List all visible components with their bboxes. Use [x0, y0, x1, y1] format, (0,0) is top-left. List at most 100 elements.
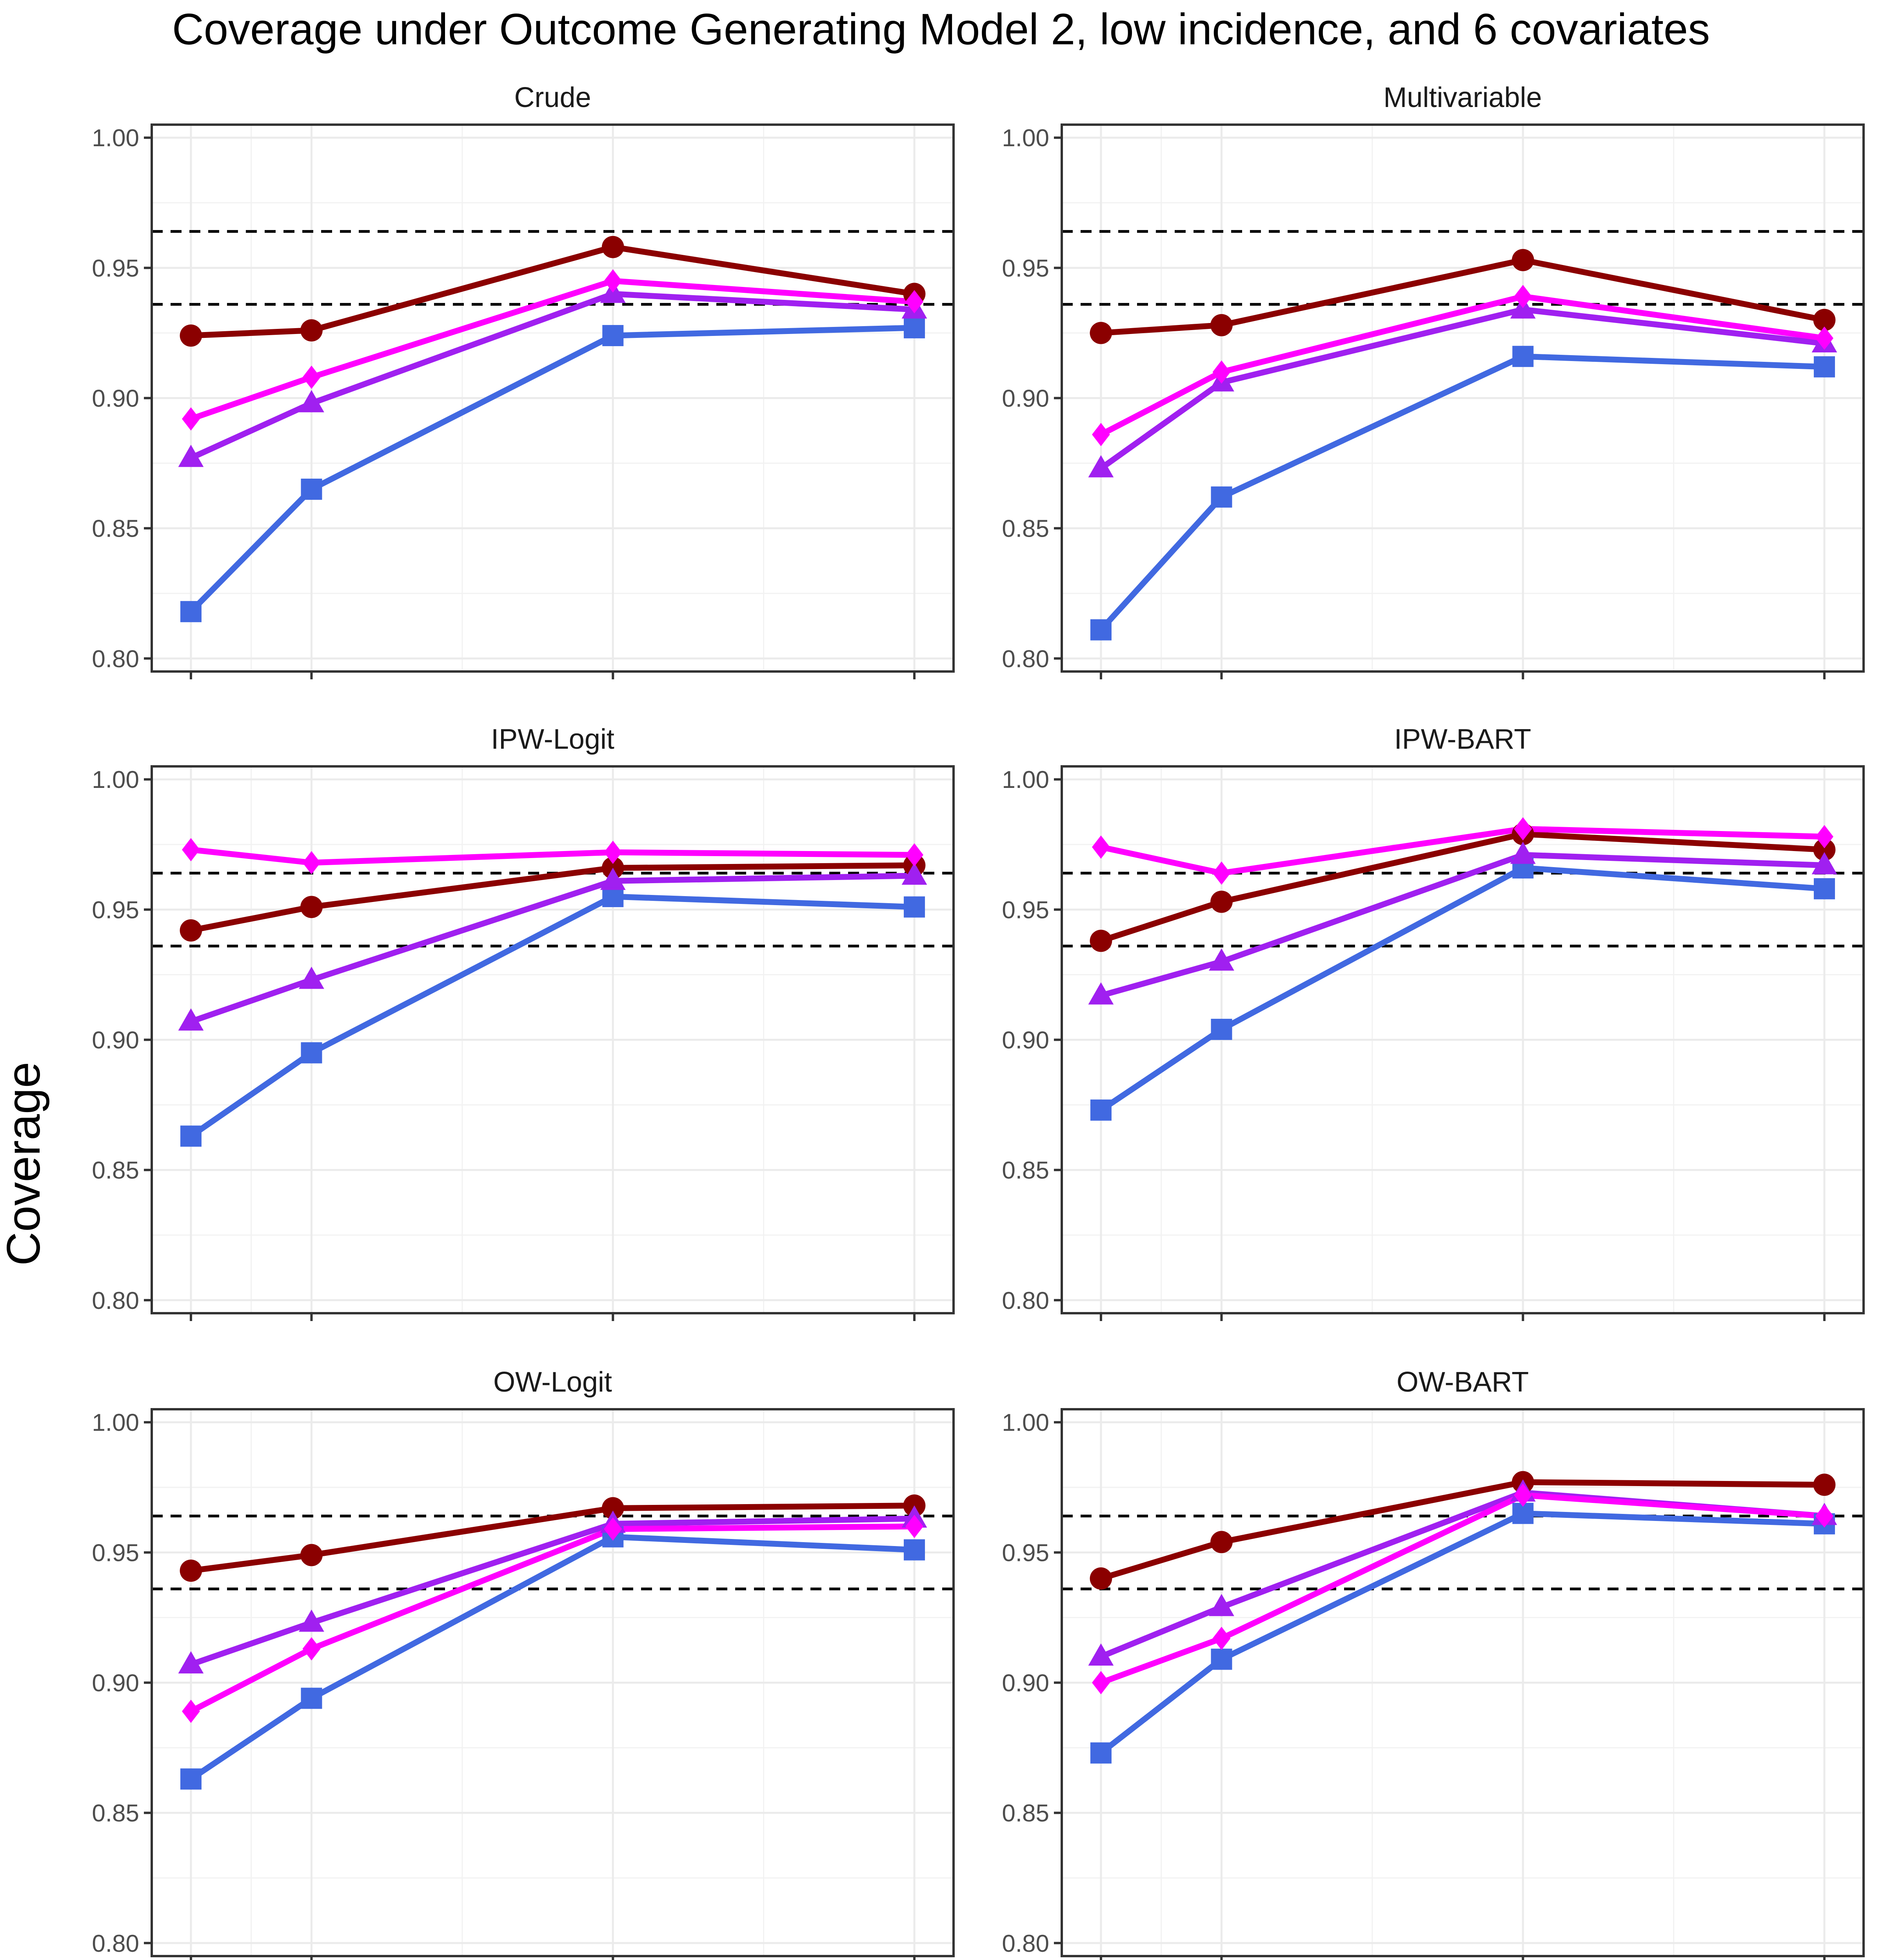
y-tick-label: 0.80 [1002, 1287, 1049, 1314]
series-line-robust [1099, 353, 1825, 632]
series-line-kc [190, 873, 915, 1025]
series-line-fg [1099, 293, 1825, 437]
data-point-fg [1092, 423, 1110, 446]
data-point-robust [602, 325, 624, 347]
data-point-robust [904, 1539, 925, 1561]
series-line-md [190, 862, 915, 933]
series-line-kc [190, 1515, 915, 1668]
y-tick-label: 0.85 [1002, 515, 1049, 543]
series-line-md [1101, 257, 1825, 336]
y-tick-label: 0.90 [1002, 385, 1049, 412]
y-tick-label: 0.90 [92, 385, 139, 412]
data-point-fg [182, 1699, 200, 1723]
data-point-fg [1212, 1626, 1231, 1650]
y-tick-label: 0.80 [92, 1287, 139, 1314]
y-tick-label: 0.90 [1002, 1027, 1049, 1054]
data-point-md [1813, 838, 1836, 861]
data-point-robust [1512, 346, 1534, 367]
data-point-md [180, 1559, 202, 1582]
y-tick-label: 0.85 [92, 1157, 139, 1184]
data-point-md [1090, 322, 1112, 344]
data-point-md [601, 236, 624, 258]
data-point-kc [1510, 842, 1536, 864]
y-tick-label: 0.85 [1002, 1157, 1049, 1184]
data-point-robust [1090, 1099, 1112, 1121]
data-point-fg [604, 269, 622, 293]
data-point-fg [1514, 1483, 1532, 1507]
data-point-md [1210, 891, 1233, 913]
data-point-kc [600, 867, 626, 890]
series-line-kc [1100, 852, 1825, 998]
data-point-fg [1815, 825, 1834, 849]
data-point-kc [178, 1651, 204, 1673]
data-point-robust [180, 1768, 202, 1790]
series-line-md [1100, 1479, 1825, 1581]
series-line-kc [1099, 307, 1825, 471]
y-tick-label: 0.95 [1002, 255, 1049, 282]
y-tick-label: 0.95 [92, 1539, 139, 1566]
panel-ipw-logit: IPW-Logit 0.80 0.85 0.90 0.95 1.00 [92, 724, 955, 1321]
data-point-fg [1092, 1671, 1110, 1695]
data-point-robust [301, 1042, 322, 1063]
data-point-robust [180, 1125, 202, 1147]
data-point-robust [1211, 486, 1232, 508]
data-point-kc [1209, 1594, 1234, 1616]
series-line-fg [1100, 1492, 1825, 1686]
series-line-robust [189, 1534, 915, 1782]
data-point-fg [182, 407, 200, 431]
data-point-fg [302, 365, 321, 389]
data-point-fg [604, 840, 622, 864]
panel-crude: Crude 0.80 0.85 0.90 0.95 1.00 [92, 82, 955, 679]
data-point-robust [904, 317, 925, 339]
data-point-fg [905, 290, 924, 314]
data-point-robust [301, 1688, 322, 1709]
data-point-kc [178, 1008, 204, 1031]
y-tick-label: 0.95 [1002, 897, 1049, 924]
y-tick-label: 0.85 [1002, 1800, 1049, 1827]
data-point-robust [1090, 619, 1112, 641]
data-point-kc [299, 390, 324, 412]
series-line-robust [1099, 1510, 1825, 1755]
y-tick-label: 0.80 [1002, 646, 1049, 673]
series-line-md [190, 1503, 915, 1574]
y-tick-label: 0.80 [1002, 1930, 1049, 1957]
data-point-robust [1211, 1018, 1232, 1040]
series-line-kc [189, 291, 915, 461]
panel-multivariable: Multivariable 0.80 0.85 0.90 0.95 1.00 [1002, 82, 1865, 679]
y-tick-label: 1.00 [1002, 766, 1049, 793]
data-point-kc [1088, 455, 1114, 477]
data-point-md [1090, 929, 1112, 952]
panel-title: Crude [514, 82, 591, 113]
series-line-robust [1099, 865, 1825, 1113]
panel-title: IPW-BART [1394, 724, 1531, 755]
y-tick-label: 0.85 [92, 1800, 139, 1827]
panel-ipw-bart: IPW-BART 0.80 0.85 0.90 0.95 1.00 [1002, 724, 1865, 1321]
panel-title: OW-BART [1397, 1367, 1529, 1398]
data-point-robust [904, 896, 925, 918]
data-point-robust [301, 479, 322, 500]
data-point-kc [901, 862, 927, 885]
y-tick-label: 0.95 [1002, 1539, 1049, 1566]
data-point-fg [1815, 1504, 1834, 1528]
data-point-kc [1088, 1643, 1114, 1666]
data-point-kc [299, 1609, 324, 1632]
series-line-fg [189, 1523, 915, 1714]
data-point-fg [905, 1515, 924, 1538]
data-point-fg [1514, 285, 1532, 309]
y-tick-label: 0.80 [92, 1930, 139, 1957]
data-point-kc [178, 445, 204, 467]
y-tick-label: 1.00 [92, 1409, 139, 1436]
data-point-md [1511, 249, 1534, 271]
data-point-md [300, 896, 323, 918]
data-point-md [180, 324, 202, 347]
y-tick-label: 0.85 [92, 515, 139, 543]
data-point-robust [1211, 1648, 1232, 1670]
data-point-kc [1209, 948, 1234, 971]
data-point-md [1210, 1531, 1233, 1553]
data-point-md [180, 919, 202, 942]
y-tick-label: 1.00 [92, 125, 139, 152]
data-point-fg [182, 838, 200, 862]
data-point-kc [299, 966, 324, 989]
data-point-fg [302, 1637, 321, 1661]
